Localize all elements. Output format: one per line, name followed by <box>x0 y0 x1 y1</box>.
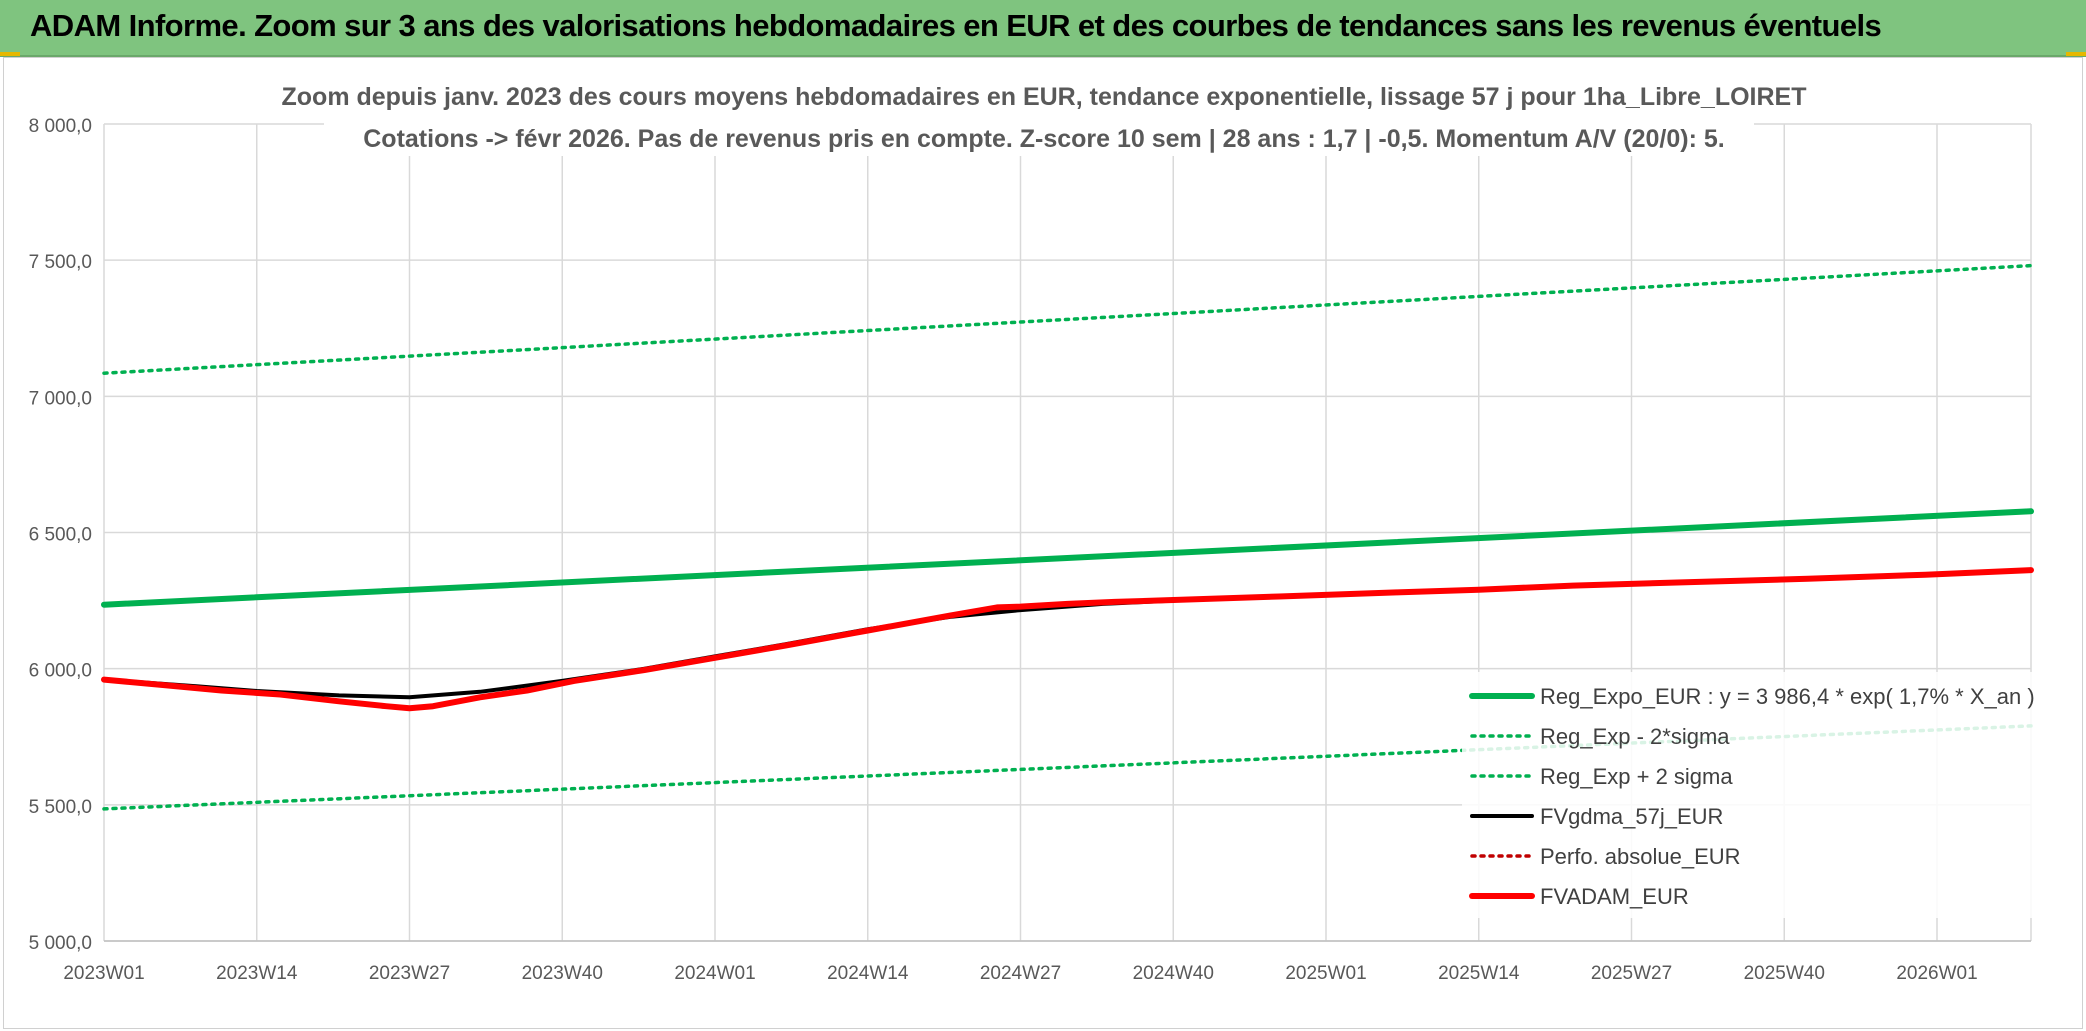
x-tick-label: 2023W40 <box>522 963 603 984</box>
x-tick-label: 2023W27 <box>369 963 450 984</box>
chart-title-line-1: Zoom depuis janv. 2023 des cours moyens … <box>282 83 1807 111</box>
x-tick-label: 2023W14 <box>216 963 298 984</box>
x-tick-label: 2024W27 <box>980 963 1061 984</box>
series-line-2 <box>102 263 2033 375</box>
y-tick-label: 8 000,0 <box>29 116 92 137</box>
legend-background <box>1462 672 2042 918</box>
line-chart: 8 000,0 7 500,0 7 000,0 6 500,0 6 000,0 5 500… <box>29 66 2042 984</box>
x-tick-label: 2025W27 <box>1591 963 1672 984</box>
report-title: ADAM Informe. Zoom sur 3 ans des valoris… <box>30 8 1882 43</box>
y-tick-label: 6 500,0 <box>29 525 92 546</box>
x-tick-label: 2024W40 <box>1133 963 1214 984</box>
legend-label: Reg_Exp + 2 sigma <box>1540 764 1733 789</box>
report-banner: ADAM Informe. Zoom sur 3 ans des valoris… <box>0 0 2086 57</box>
x-tick-label: 2026W01 <box>1896 963 1977 984</box>
y-tick-label: 6 000,0 <box>29 661 92 682</box>
x-tick-label: 2024W14 <box>827 963 909 984</box>
banner-accent-right <box>2066 52 2086 56</box>
legend: Reg_Expo_EUR : y = 3 986,4 * exp( 1,7% *… <box>1462 672 2042 918</box>
x-tick-label: 2025W01 <box>1285 963 1366 984</box>
legend-label: FVgdma_57j_EUR <box>1540 804 1723 829</box>
y-tick-label: 7 000,0 <box>29 388 92 409</box>
chart-title-line-2: Cotations -> févr 2026. Pas de revenus p… <box>363 125 1724 153</box>
y-tick-label: 7 500,0 <box>29 252 92 273</box>
series-line-0 <box>101 508 2034 608</box>
legend-label: Perfo. absolue_EUR <box>1540 844 1741 869</box>
x-tick-label: 2024W01 <box>674 963 755 984</box>
y-tick-label: 5 000,0 <box>29 933 92 954</box>
x-tick-label: 2025W14 <box>1438 963 1520 984</box>
banner-accent-left <box>0 52 20 56</box>
title-background <box>324 66 1754 156</box>
legend-label: Reg_Exp - 2*sigma <box>1540 724 1730 749</box>
legend-label: Reg_Expo_EUR : y = 3 986,4 * exp( 1,7% *… <box>1540 684 2035 709</box>
legend-label: FVADAM_EUR <box>1540 884 1689 909</box>
x-tick-label: 2025W40 <box>1744 963 1825 984</box>
series-line-5 <box>101 567 2034 712</box>
chart-area: 8 000,0 7 500,0 7 000,0 6 500,0 6 000,0 5 500… <box>3 57 2083 1029</box>
x-tick-label: 2023W01 <box>63 963 144 984</box>
y-tick-label: 5 500,0 <box>29 797 92 818</box>
axes: 8 000,0 7 500,0 7 000,0 6 500,0 6 000,0 5 500… <box>29 116 2031 984</box>
series <box>101 263 2034 811</box>
series-line-1 <box>102 724 2033 811</box>
